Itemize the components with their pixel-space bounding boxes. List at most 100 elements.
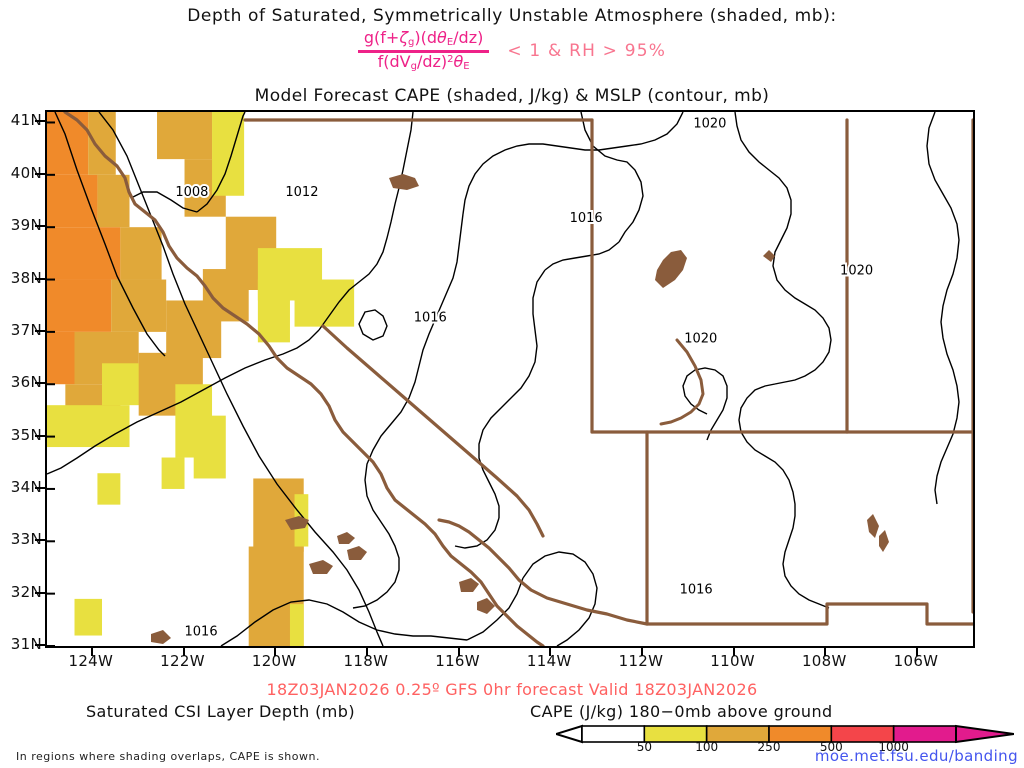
colorbar-tick-label: 1000 (878, 740, 909, 754)
x-axis-tick (824, 648, 827, 656)
cape-shaded-cell (74, 598, 103, 636)
cape-shaded-cell (212, 112, 245, 196)
cape-shaded-cell (157, 112, 213, 160)
y-axis-tick (35, 277, 45, 280)
y-axis-label: 39N (10, 216, 42, 235)
colorbar-tick-label: 250 (757, 740, 781, 754)
cape-shaded-cell (47, 279, 112, 332)
x-axis-tick (457, 648, 460, 656)
y-axis-label: 37N (10, 320, 42, 339)
contour-label: 1016 (185, 625, 218, 640)
cape-shaded-cell (111, 279, 167, 332)
y-axis-tick (35, 591, 45, 594)
cape-shaded-cell (294, 279, 355, 327)
contour-label: 1016 (680, 583, 713, 598)
y-axis-label: 36N (10, 373, 42, 392)
formula-block: g(f+ζg)(dθE/dz) f(dVg/dz)2θE < 1 & RH > … (0, 28, 1024, 72)
y-axis-label: 33N (10, 530, 42, 549)
overlap-note: In regions where shading overlaps, CAPE … (16, 750, 320, 763)
contour-label: 1016 (570, 211, 603, 226)
contour-label: 1012 (285, 185, 318, 200)
mslp-contour-layer (47, 112, 960, 646)
y-axis-tick (35, 329, 45, 332)
colorbar-tick-label: 500 (819, 740, 843, 754)
x-axis-tick (274, 648, 277, 656)
cape-shaded-cell (289, 604, 304, 646)
contour-label: 1008 (175, 185, 208, 200)
formula-condition: < 1 & RH > 95% (507, 41, 667, 61)
cape-shaded-cell (97, 473, 121, 505)
y-axis-tick (35, 539, 45, 542)
x-axis-label: 110W (710, 652, 755, 670)
colorbar-tick-label: 50 (636, 740, 652, 754)
contour-label: 1016 (185, 625, 218, 640)
x-axis-label: 106W (893, 652, 939, 670)
y-axis-tick (35, 644, 45, 646)
x-axis-tick (640, 648, 643, 656)
political-borders-layer (63, 112, 973, 646)
cape-shaded-cell (97, 174, 130, 228)
cape-shaded-cell (88, 112, 116, 175)
x-axis-label: 124W (68, 652, 114, 670)
y-axis-label: 34N (10, 477, 42, 496)
y-axis-label: 31N (10, 635, 42, 653)
x-axis-tick (365, 648, 368, 656)
y-axis-label: 38N (10, 268, 42, 287)
formula-numerator: g(f+ζg)(dθE/dz) (363, 28, 484, 48)
y-axis-tick (35, 434, 45, 437)
cape-shaded-cell (193, 415, 226, 479)
colorbar-svg (552, 724, 1015, 744)
contour-label: 1020 (684, 331, 717, 346)
y-axis-tick (35, 486, 45, 489)
contour-label: 1016 (680, 583, 713, 598)
cape-shaded-cell (47, 174, 98, 228)
x-axis-tick (549, 648, 552, 656)
cape-shaded-cell (120, 227, 162, 280)
x-axis-tick (732, 648, 735, 656)
y-axis-label: 35N (10, 425, 42, 444)
cape-shaded-cell (47, 405, 130, 448)
formula-denominator: f(dVg/dz)2θE (377, 51, 470, 72)
x-axis-tick (182, 648, 185, 656)
cape-shaded-cell (161, 457, 185, 489)
cape-shaded-cell (47, 227, 121, 280)
colorbar-right-arrow-icon (955, 724, 1015, 744)
legend-title-csi: Saturated CSI Layer Depth (mb) (86, 702, 355, 721)
cape-colorbar[interactable] (552, 724, 1015, 744)
contour-label: 1016 (570, 211, 603, 226)
y-axis-label: 40N (10, 163, 42, 182)
cape-shaded-cell (166, 300, 222, 359)
contour-label: 1020 (840, 263, 873, 278)
csi-ratio-formula: g(f+ζg)(dθE/dz) f(dVg/dz)2θE (357, 28, 490, 72)
y-axis-tick (35, 172, 45, 175)
y-axis-label: 32N (10, 582, 42, 601)
contour-label: 1020 (684, 331, 717, 346)
contour-label: 1016 (414, 310, 447, 325)
colorbar-tick-labels: 50 100 250 500 1000 (556, 740, 1014, 756)
contour-label: 1020 (693, 117, 726, 132)
source-url-link[interactable]: moe.met.fsu.edu/banding (814, 747, 1018, 765)
y-axis-tick (35, 382, 45, 385)
x-axis-label: 116W (435, 652, 480, 670)
forecast-valid-line: 18Z03JAN2026 0.25º GFS 0hr forecast Vali… (266, 680, 758, 699)
contour-label: 1008 (175, 185, 208, 200)
formula-fraction-bar (357, 49, 490, 53)
x-axis-tick (90, 648, 93, 656)
y-axis-label: 41N (10, 111, 42, 130)
x-axis-label: 114W (526, 652, 572, 670)
page-subtitle: Model Forecast CAPE (shaded, J/kg) & MSL… (254, 86, 770, 106)
page-title: Depth of Saturated, Symmetrically Unstab… (187, 6, 837, 26)
x-axis-label: 120W (251, 652, 297, 670)
contour-label: 1012 (285, 185, 318, 200)
map-plot-area[interactable]: 1008 1008 1012 1012 1016 1016 1020 1020 1020 1020… (45, 110, 975, 648)
colorbar-tick-label: 100 (695, 740, 719, 754)
legend-title-cape: CAPE (J/kg) 180−0mb above ground (530, 702, 833, 721)
cape-shaded-cell (47, 331, 75, 385)
y-axis-tick (35, 225, 45, 228)
x-axis-label: 118W (343, 652, 389, 670)
contour-label: 1020 (693, 117, 726, 132)
x-axis-label: 122W (160, 652, 205, 670)
